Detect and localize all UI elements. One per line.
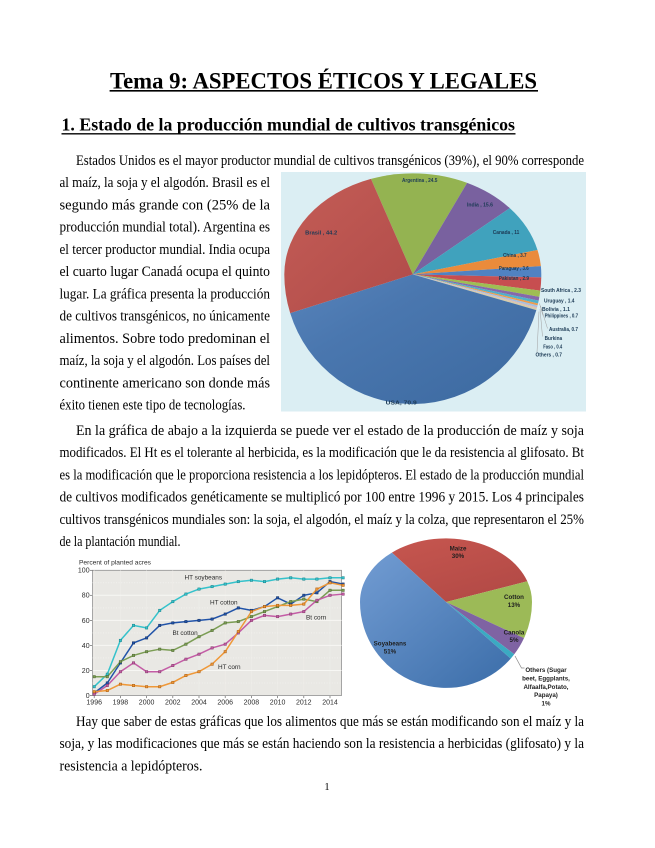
svg-text:Soyabeans: Soyabeans (374, 641, 407, 648)
svg-text:alimentos. Sobre todo predomin: alimentos. Sobre todo predominan el (60, 331, 271, 347)
svg-text:1: 1 (324, 782, 329, 793)
svg-text:Tema 9: ASPECTOS ÉTICOS Y LEGA: Tema 9: ASPECTOS ÉTICOS Y LEGALES (110, 68, 537, 93)
svg-text:Percent of planted acres: Percent of planted acres (79, 560, 152, 567)
svg-text:de la plantación mundial.: de la plantación mundial. (60, 534, 181, 550)
svg-text:Cotton: Cotton (504, 594, 524, 601)
svg-text:Hay que saber de estas gráfica: Hay que saber de estas gráficas que los … (76, 714, 585, 730)
svg-text:China , 3.7: China , 3.7 (503, 253, 527, 259)
svg-text:soja, y las modificaciones que: soja, y las modificaciones que más se es… (60, 736, 585, 752)
svg-text:5%: 5% (510, 637, 519, 644)
svg-text:Brasil , 44.2: Brasil , 44.2 (305, 230, 337, 236)
svg-text:de cultivos transgénicos, no ú: de cultivos transgénicos, no únicamente (60, 309, 271, 325)
svg-text:Uruguay , 1.4: Uruguay , 1.4 (544, 299, 575, 305)
svg-text:Burkina: Burkina (545, 336, 563, 342)
svg-text:2010: 2010 (270, 699, 286, 706)
svg-text:100: 100 (78, 568, 90, 575)
svg-text:60: 60 (82, 618, 90, 625)
svg-text:Papaya): Papaya) (534, 692, 558, 699)
svg-text:beet, Eggplants,: beet, Eggplants, (522, 675, 570, 682)
svg-text:Maize: Maize (450, 546, 467, 553)
svg-text:producción mundial total). Arg: producción mundial total). Argentina es (60, 220, 271, 236)
svg-text:1. Estado de la producción mun: 1. Estado de la producción mundial de cu… (62, 115, 516, 135)
svg-text:lugar. La gráfica presenta la: lugar. La gráfica presenta la producción (60, 286, 271, 302)
svg-text:1996: 1996 (86, 699, 102, 706)
svg-text:Australia, 0.7: Australia, 0.7 (549, 327, 578, 333)
svg-text:Pakistan , 2.9: Pakistan , 2.9 (499, 276, 529, 282)
svg-text:HT cotton: HT cotton (210, 600, 238, 607)
svg-text:2008: 2008 (244, 699, 260, 706)
svg-text:éxito tienen este tipo de tecn: éxito tienen este tipo de tecnologías. (60, 397, 246, 413)
svg-text:resistencia a lepidópteros.: resistencia a lepidópteros. (60, 758, 203, 774)
svg-text:el tercer productor mundial. I: el tercer productor mundial. India ocupa (60, 242, 271, 258)
svg-text:2002: 2002 (165, 699, 181, 706)
svg-text:Philippines , 0.7: Philippines , 0.7 (545, 313, 579, 319)
svg-text:continente americano son donde: continente americano son donde más (60, 375, 271, 391)
svg-text:Bt cotton: Bt cotton (173, 630, 199, 637)
svg-text:1%: 1% (542, 701, 551, 708)
svg-text:es la modificación que le prop: es la modificación que le proporciona re… (60, 468, 585, 484)
svg-text:Bolivia , 1.1: Bolivia , 1.1 (542, 307, 570, 313)
svg-text:40: 40 (82, 643, 90, 650)
svg-text:Faso , 0.4: Faso , 0.4 (543, 345, 563, 351)
svg-text:South Africa , 2.3: South Africa , 2.3 (541, 288, 581, 294)
svg-text:Alfaalfa,Potato,: Alfaalfa,Potato, (523, 684, 568, 691)
svg-text:2000: 2000 (139, 699, 155, 706)
svg-text:Argentina , 24.5: Argentina , 24.5 (402, 178, 437, 184)
svg-text:HT corn: HT corn (218, 664, 241, 671)
svg-text:de cultivos modificados genéti: de cultivos modificados genéticamente se… (60, 490, 585, 506)
svg-text:1998: 1998 (113, 699, 129, 706)
svg-text:cultivos transgénicos mundiale: cultivos transgénicos mundiales son: la … (60, 512, 585, 528)
svg-text:51%: 51% (384, 649, 397, 656)
svg-text:2006: 2006 (217, 699, 233, 706)
svg-text:30%: 30% (452, 553, 465, 560)
svg-text:2014: 2014 (322, 699, 338, 706)
svg-text:Canada , 11: Canada , 11 (493, 230, 520, 236)
svg-text:maíz, la soja y el algodón. Lo: maíz, la soja y el algodón. Los países d… (60, 353, 271, 369)
svg-text:20: 20 (82, 668, 90, 675)
svg-text:En la gráfica de abajo a la iz: En la gráfica de abajo a la izquierda se… (76, 423, 585, 439)
svg-text:Paraguay , 3.6: Paraguay , 3.6 (499, 266, 529, 272)
svg-text:HT soybeans: HT soybeans (185, 575, 223, 582)
svg-text:al maíz, la soja y el algodón.: al maíz, la soja y el algodón. Brasil es… (60, 175, 271, 191)
svg-text:Estados Unidos es el mayor pro: Estados Unidos es el mayor productor mun… (76, 153, 584, 169)
svg-text:0: 0 (86, 693, 90, 700)
svg-text:Canola: Canola (504, 630, 525, 637)
svg-text:modificados. El Ht es el toler: modificados. El Ht es el tolerante al he… (60, 445, 585, 461)
svg-text:el cuarto lugar Canadá ocupa e: el cuarto lugar Canadá ocupa el quinto (60, 264, 271, 280)
svg-text:Others (Sugar: Others (Sugar (525, 667, 567, 674)
svg-text:2012: 2012 (296, 699, 312, 706)
svg-text:80: 80 (82, 593, 90, 600)
svg-text:USA, 70.9: USA, 70.9 (386, 401, 417, 407)
svg-text:India , 15.6: India , 15.6 (467, 202, 493, 208)
svg-text:Others , 0.7: Others , 0.7 (536, 352, 563, 358)
svg-text:13%: 13% (508, 602, 521, 609)
svg-text:segundo más grande con (25% de: segundo más grande con (25% de la (60, 197, 271, 213)
svg-text:2004: 2004 (191, 699, 207, 706)
svg-text:Bt corn: Bt corn (306, 615, 327, 622)
